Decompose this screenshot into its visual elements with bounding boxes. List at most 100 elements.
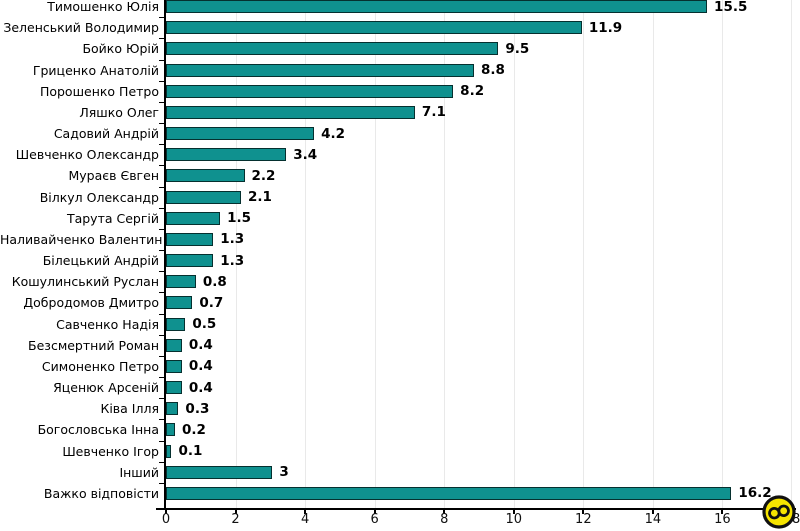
x-tick-label: 10 xyxy=(505,512,523,527)
chart-row: Ківа Ілля 0.3 xyxy=(0,398,800,419)
value-label: 0.8 xyxy=(202,273,227,290)
chart-row: Зеленський Володимир 11.9 xyxy=(0,17,800,38)
bar xyxy=(166,105,415,119)
category-label: Ляшко Олег xyxy=(79,104,159,120)
value-label: 2.2 xyxy=(251,167,276,184)
y-axis-tick xyxy=(159,271,164,273)
value-label: 8.2 xyxy=(460,83,485,100)
chart-row: Тарута Сергій 1.5 xyxy=(0,208,800,229)
plot-area xyxy=(166,0,792,508)
bar xyxy=(166,275,196,289)
y-axis-tick xyxy=(159,482,164,484)
y-axis-tick xyxy=(159,313,164,315)
x-axis-tick xyxy=(165,510,167,514)
chart-row: Гриценко Анатолій 8.8 xyxy=(0,60,800,81)
x-axis-tick xyxy=(234,510,237,514)
y-axis-tick xyxy=(159,17,164,19)
chart-row: Тимошенко Юлія 15.5 xyxy=(0,0,800,17)
gridline xyxy=(374,0,376,508)
y-axis-tick xyxy=(159,165,164,167)
category-label: Важко відповісти xyxy=(43,485,159,501)
category-label: Добродомов Дмитро xyxy=(23,295,159,311)
gridline xyxy=(235,0,237,508)
bar xyxy=(166,232,214,246)
y-axis-tick xyxy=(159,59,164,61)
category-label: Симоненко Петро xyxy=(41,358,159,374)
x-axis-tick xyxy=(443,510,446,514)
value-label: 0.7 xyxy=(199,294,224,311)
bar xyxy=(166,84,454,98)
gridline xyxy=(791,0,792,508)
y-axis-tick xyxy=(159,292,164,294)
y-axis-tick xyxy=(159,123,164,124)
chart-row: Ляшко Олег 7.1 xyxy=(0,102,800,123)
y-axis-tick xyxy=(159,101,164,103)
gridline xyxy=(513,0,515,508)
gridline xyxy=(583,0,585,508)
x-tick-label: 16 xyxy=(714,512,731,527)
value-label: 0.3 xyxy=(185,400,210,417)
infinity-icon xyxy=(762,495,796,529)
y-axis xyxy=(164,0,166,508)
bar xyxy=(166,148,287,162)
y-axis-tick xyxy=(159,250,164,251)
category-label: Ківа Ілля xyxy=(100,401,159,417)
chart-row: Вілкул Олександр 2.1 xyxy=(0,187,800,208)
chart-row: Безсмертний Роман 0.4 xyxy=(0,335,800,356)
chart-row: Наливайченко Валентин 1.3 xyxy=(0,229,800,250)
chart-row: Мураєв Євген 2.2 xyxy=(0,165,800,186)
bar xyxy=(166,127,315,141)
bar xyxy=(166,359,182,373)
x-axis-tick xyxy=(651,510,654,514)
bar xyxy=(166,254,214,268)
category-label: Білецький Андрій xyxy=(42,253,159,269)
category-label: Тимошенко Юлія xyxy=(47,0,159,15)
y-axis-tick xyxy=(159,398,164,400)
value-label: 0.4 xyxy=(188,337,213,354)
chart-row: Симоненко Петро 0.4 xyxy=(0,356,800,377)
category-label: Шевченко Ігор xyxy=(62,443,159,459)
category-label: Гриценко Анатолій xyxy=(32,62,159,78)
bar xyxy=(166,402,179,416)
x-tick-label: 12 xyxy=(575,512,592,527)
category-label: Савченко Надія xyxy=(56,316,159,332)
bar xyxy=(166,296,193,310)
chart-row: Інший 3 xyxy=(0,462,800,483)
value-label: 16.2 xyxy=(738,485,772,502)
value-label: 8.8 xyxy=(481,62,505,79)
chart-row: Важко відповісти 16.2 xyxy=(0,483,800,504)
x-tick-label: 0 xyxy=(161,512,171,527)
bar xyxy=(166,465,273,479)
bar xyxy=(166,42,499,56)
chart-row: Кошулинський Руслан 0.8 xyxy=(0,271,800,292)
bar xyxy=(166,317,186,331)
x-axis xyxy=(156,508,796,510)
category-label: Богословська Інна xyxy=(37,422,159,438)
y-axis-tick xyxy=(159,419,164,421)
category-label: Мураєв Євген xyxy=(68,168,159,184)
value-label: 7.1 xyxy=(421,104,446,121)
y-axis-tick xyxy=(159,186,164,188)
bar xyxy=(166,211,221,225)
category-label: Зеленський Володимир xyxy=(3,20,159,36)
bar xyxy=(166,190,242,204)
category-label: Порошенко Петро xyxy=(39,83,159,99)
category-label: Бойко Юрій xyxy=(82,41,159,57)
category-label: Тарута Сергій xyxy=(66,210,159,226)
category-label: Садовий Андрій xyxy=(53,126,159,142)
y-axis-tick xyxy=(159,355,164,357)
bar xyxy=(166,338,182,352)
gridline xyxy=(722,0,724,508)
y-axis-tick xyxy=(159,228,164,230)
value-label: 0.4 xyxy=(188,358,213,375)
gridline xyxy=(652,0,654,508)
watermark-badge xyxy=(762,495,796,529)
chart-row: Білецький Андрій 1.3 xyxy=(0,250,800,271)
value-label: 0.1 xyxy=(178,443,203,460)
y-axis-tick xyxy=(159,144,164,146)
value-label: 3.4 xyxy=(293,146,318,163)
value-label: 9.5 xyxy=(505,40,530,57)
value-label: 1.3 xyxy=(220,252,245,269)
y-axis-tick xyxy=(159,334,164,336)
